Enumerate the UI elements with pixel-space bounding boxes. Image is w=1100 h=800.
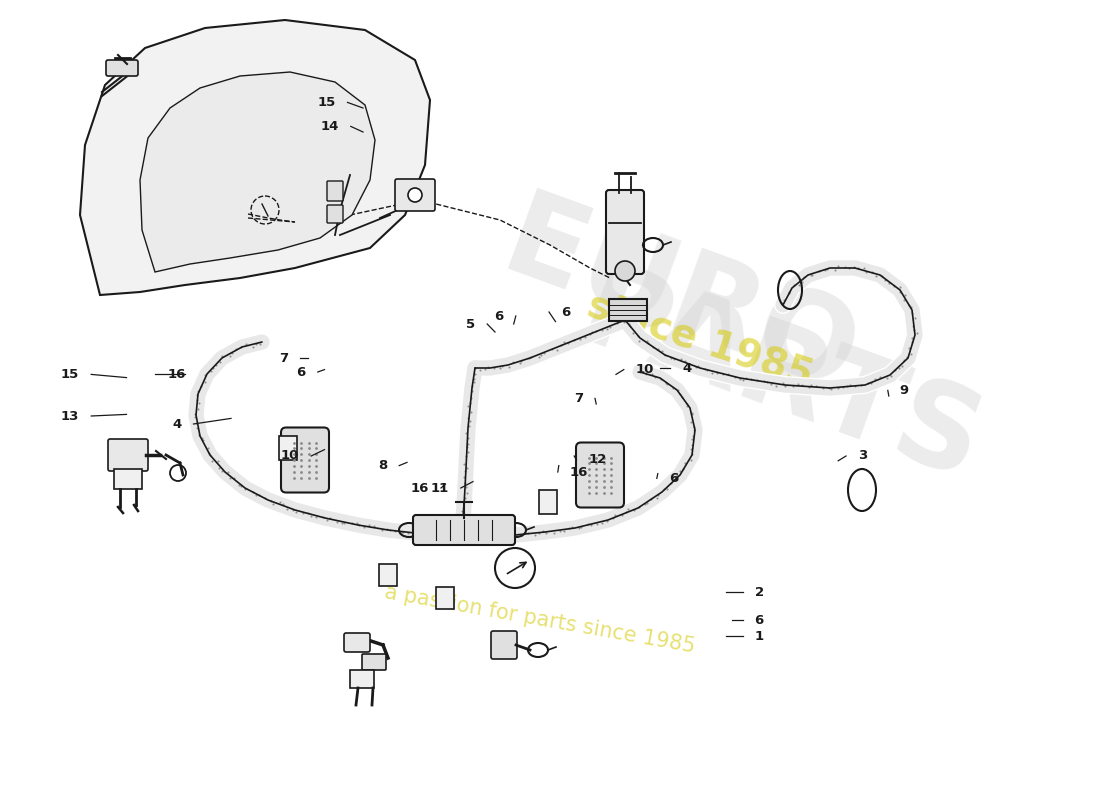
FancyBboxPatch shape: [114, 469, 142, 489]
FancyBboxPatch shape: [279, 436, 297, 460]
FancyBboxPatch shape: [280, 427, 329, 493]
FancyBboxPatch shape: [327, 181, 343, 201]
Text: 10: 10: [280, 450, 299, 462]
Text: 3: 3: [858, 450, 867, 462]
Polygon shape: [80, 20, 430, 295]
Text: 1: 1: [755, 630, 763, 642]
FancyBboxPatch shape: [395, 179, 434, 211]
Text: 4: 4: [173, 418, 182, 430]
Text: 16: 16: [167, 368, 186, 381]
FancyBboxPatch shape: [491, 631, 517, 659]
Text: since 1985: since 1985: [582, 286, 817, 394]
Text: 2: 2: [755, 586, 763, 598]
Text: 15: 15: [60, 368, 79, 381]
Text: 9: 9: [900, 384, 909, 397]
Text: 6: 6: [561, 306, 570, 318]
Text: 15: 15: [317, 96, 336, 109]
Text: 13: 13: [60, 410, 79, 422]
Text: 10: 10: [636, 363, 654, 376]
FancyBboxPatch shape: [606, 190, 643, 274]
Text: 16: 16: [410, 482, 429, 494]
Polygon shape: [140, 72, 375, 272]
Text: 6: 6: [755, 614, 763, 626]
Text: 5: 5: [466, 318, 475, 330]
FancyBboxPatch shape: [350, 670, 374, 688]
Text: 4: 4: [682, 362, 691, 374]
Text: 7: 7: [574, 392, 583, 405]
Circle shape: [615, 261, 635, 281]
FancyBboxPatch shape: [344, 633, 370, 652]
Text: 7: 7: [279, 352, 288, 365]
FancyBboxPatch shape: [106, 60, 138, 76]
Text: EURO: EURO: [487, 183, 872, 417]
Text: 6: 6: [297, 366, 306, 378]
Text: 6: 6: [669, 472, 678, 485]
FancyBboxPatch shape: [609, 299, 647, 321]
Text: 11: 11: [430, 482, 449, 494]
FancyBboxPatch shape: [576, 442, 624, 507]
Text: a passion for parts since 1985: a passion for parts since 1985: [383, 583, 696, 657]
Text: 6: 6: [495, 310, 504, 322]
Text: 14: 14: [320, 120, 339, 133]
FancyBboxPatch shape: [327, 205, 343, 223]
FancyBboxPatch shape: [362, 654, 386, 670]
FancyBboxPatch shape: [379, 564, 397, 586]
FancyBboxPatch shape: [412, 515, 515, 545]
Text: 16: 16: [570, 466, 589, 478]
FancyBboxPatch shape: [539, 490, 557, 514]
Text: 12: 12: [588, 454, 607, 466]
FancyBboxPatch shape: [436, 587, 454, 609]
Text: PARTS: PARTS: [564, 254, 997, 506]
FancyBboxPatch shape: [108, 439, 148, 471]
Text: 8: 8: [378, 459, 387, 472]
Circle shape: [408, 188, 422, 202]
